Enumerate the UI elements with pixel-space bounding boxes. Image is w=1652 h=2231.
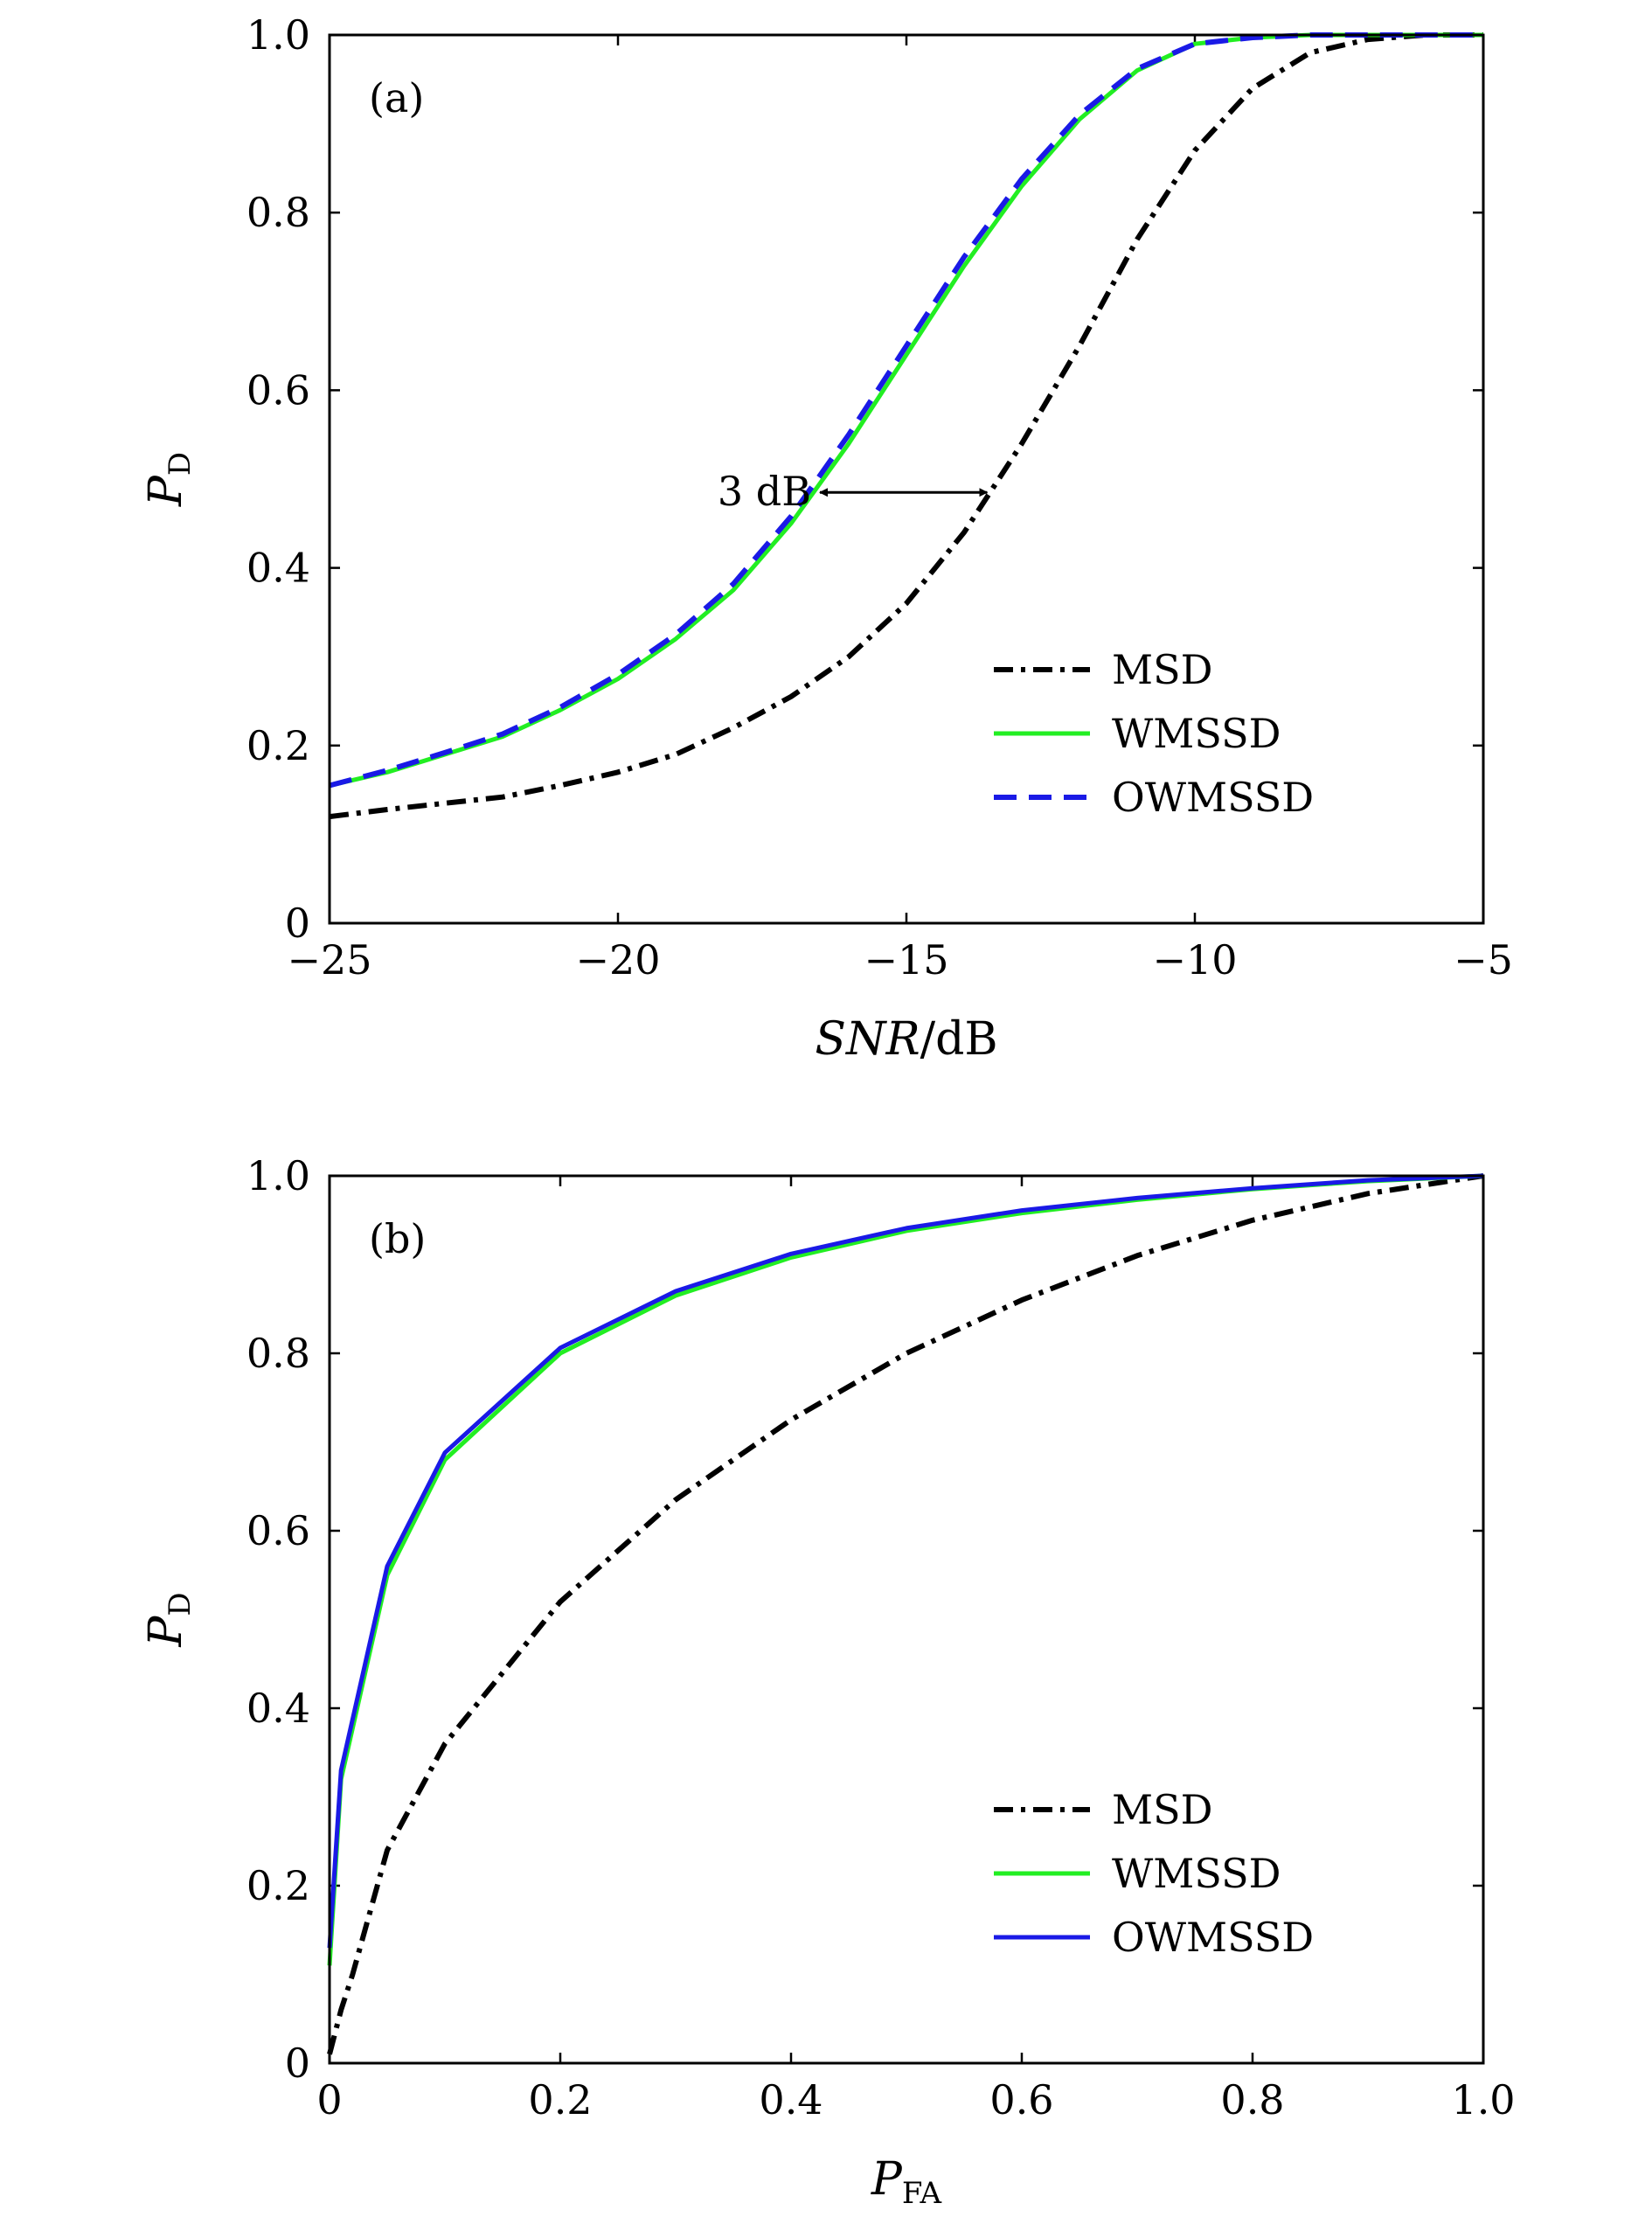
- panel-a-legend-label-owmssd: OWMSSD: [1112, 774, 1314, 821]
- panel-b-y-axis-label-main: P: [140, 1616, 192, 1648]
- panel-a-series-wmssd: [329, 32, 1483, 788]
- panel-b-legend-label-owmssd: OWMSSD: [1112, 1914, 1314, 1961]
- panel-b-x-tick-label: 0.8: [1220, 2076, 1284, 2123]
- panel-a-x-axis-label-main: SNR: [815, 1013, 920, 1066]
- panel-b: 0 0.2 0.4 0.6 0.8 1.000.20.40.60.81.0(b)PDPFA…: [140, 1152, 1516, 2211]
- panel-a-legend-label-wmssd: WMSSD: [1112, 710, 1281, 757]
- panel-b-frame: [328, 1174, 1485, 2065]
- panel-a-y-axis-label: PD: [140, 452, 198, 507]
- panel-a-y-tick-label: 1.0: [246, 11, 310, 59]
- panel-b-x-tick-label: 0.4: [759, 2076, 823, 2123]
- panel-a-x-tick-label: −10: [1152, 936, 1237, 983]
- panel-a-x-tick-label: −15: [864, 936, 948, 983]
- panel-b-x-axis-label-sub: FA: [902, 2176, 942, 2211]
- panel-a-series-owmssd: [329, 32, 1483, 789]
- panel-a-y-axis-label-main: P: [140, 475, 192, 507]
- panel-a-series-msd: [329, 32, 1483, 820]
- panel-b-series-owmssd: [327, 1173, 1484, 1949]
- panel-a-y-tick-label: 0.4: [246, 545, 310, 592]
- panel-b-y-tick-label: 0.8: [246, 1330, 310, 1377]
- panel-a-frame: [328, 33, 1485, 925]
- panel-a-y-tick-label: 0.6: [246, 366, 310, 414]
- panel-a-x-tick-label: −5: [1454, 936, 1513, 983]
- panel-a-y-tick-label: 0.8: [246, 189, 310, 236]
- panel-b-y-axis-label-sub: D: [163, 1592, 198, 1616]
- panel-b-x-tick-label: 0.2: [528, 2076, 592, 2123]
- panel-a-y-axis-label-sub: D: [163, 452, 198, 476]
- panel-b-x-axis-label: PFA: [871, 2153, 942, 2211]
- panel-b-x-tick-label: 1.0: [1451, 2076, 1515, 2123]
- panel-a-x-axis-label: SNR/dB: [815, 1013, 997, 1066]
- panel-b-series-wmssd: [327, 1173, 1484, 1966]
- panel-b-x-axis-label-main: P: [871, 2153, 903, 2206]
- panel-a: −25 −20 −15 −10 −5 0 0.2 0.4 0.6 0.8 1.0 (a) PD SNR/d…: [140, 11, 1513, 1066]
- panel-b-y-tick-label: 1.0: [246, 1152, 310, 1199]
- panel-a-y-tick-label: 0.2: [246, 722, 310, 769]
- panel-b-legend-label-msd: MSD: [1112, 1786, 1213, 1833]
- panel-b-x-tick-label: 0.6: [989, 2076, 1053, 2123]
- panel-a-label: (a): [369, 74, 424, 122]
- panel-a-x-tick-label: −20: [575, 936, 660, 983]
- panel-b-y-axis-label: PD: [140, 1592, 198, 1647]
- panel-b-y-tick-label: 0.6: [246, 1507, 310, 1554]
- panel-b-legend-label-wmssd: WMSSD: [1112, 1850, 1281, 1897]
- panel-a-annotation-text: 3 dB: [718, 468, 811, 515]
- panel-a-x-tick-label: −25: [287, 936, 371, 983]
- panel-b-y-tick-label: 0: [285, 2040, 310, 2087]
- panel-b-x-tick-label: 0: [316, 2076, 342, 2123]
- panel-a-legend-label-msd: MSD: [1112, 646, 1213, 693]
- panel-a-y-tick-label: 0: [285, 900, 310, 947]
- panel-a-x-axis-label-suffix: /dB: [920, 1013, 998, 1066]
- panel-b-y-tick-label: 0.2: [246, 1862, 310, 1909]
- panel-b-label: (b): [369, 1215, 426, 1262]
- panel-b-y-tick-label: 0.4: [246, 1685, 310, 1732]
